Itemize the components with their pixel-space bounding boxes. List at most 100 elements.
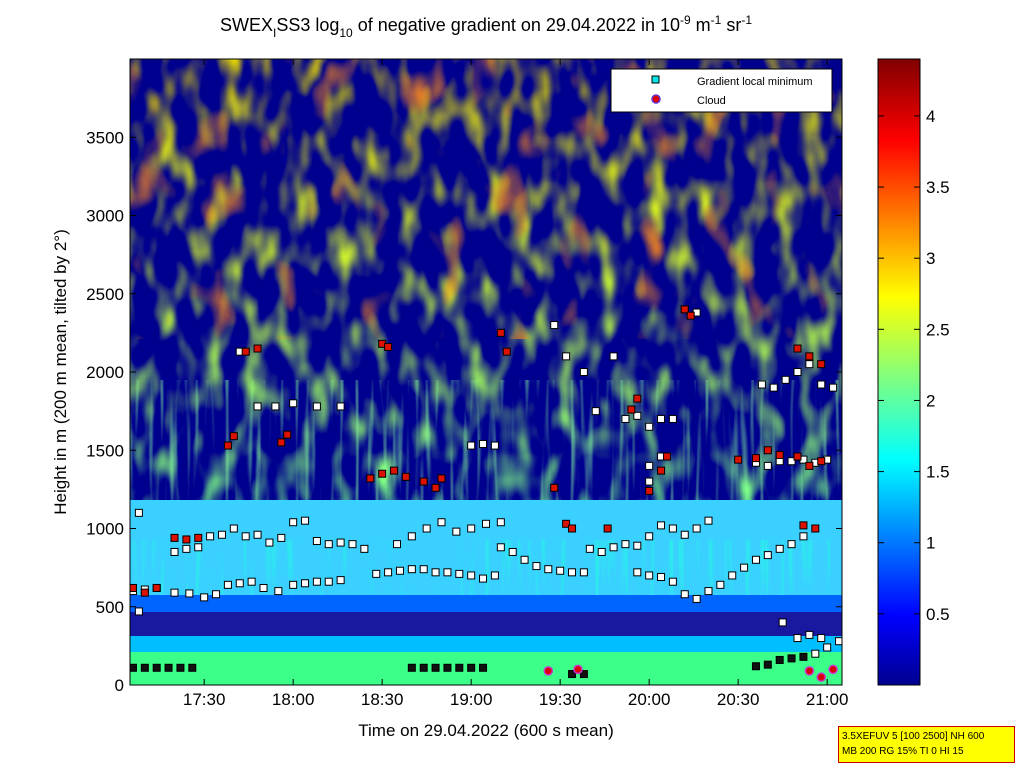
gradient-minimum-point — [360, 544, 369, 553]
cloud-point — [277, 438, 286, 447]
gradient-minimum-point — [395, 566, 404, 575]
gradient-minimum-point — [775, 655, 784, 664]
gradient-minimum-point — [568, 568, 577, 577]
gradient-minimum-point — [680, 530, 689, 539]
gradient-minimum-point — [829, 383, 838, 392]
colorbar-gradient — [877, 58, 921, 686]
cloud-point — [502, 347, 511, 356]
cloud-point — [573, 664, 583, 675]
y-tick-label: 500 — [96, 598, 124, 617]
gradient-minimum-point — [817, 634, 826, 643]
gradient-minimum-point — [455, 663, 464, 672]
cloud-point — [384, 342, 393, 351]
gradient-minimum-point — [467, 524, 476, 533]
gradient-minimum-point — [645, 461, 654, 470]
cloud-point — [366, 474, 375, 483]
cloud-point — [437, 474, 446, 483]
y-tick-label: 2500 — [86, 285, 124, 304]
cloud-point — [793, 452, 802, 461]
gradient-minimum-point — [170, 588, 179, 597]
gradient-minimum-point — [775, 544, 784, 553]
gradient-minimum-point — [164, 663, 173, 672]
cloud-point — [751, 454, 760, 463]
gradient-minimum-point — [508, 547, 517, 556]
gradient-minimum-point — [657, 414, 666, 423]
info-line-1: 3.5XEFUV 5 [100 2500] NH 600 — [842, 731, 985, 742]
gradient-minimum-point — [176, 663, 185, 672]
gradient-minimum-point — [134, 607, 143, 616]
cloud-point — [431, 483, 440, 492]
gradient-minimum-point — [253, 530, 262, 539]
gradient-minimum-point — [609, 543, 618, 552]
x-ticks: 17:30 18:00 18:30 19:00 19:30 20:00 20:30 21:00 — [183, 59, 849, 709]
gradient-minimum-point — [805, 630, 814, 639]
gradient-minimum-point — [437, 518, 446, 527]
cloud-point — [253, 344, 262, 353]
gradient-minimum-point — [633, 411, 642, 420]
gradient-minimum-point — [532, 562, 541, 571]
cloud-point — [496, 328, 505, 337]
cloud-point — [645, 486, 654, 495]
gradient-minimum-point — [823, 643, 832, 652]
gradient-minimum-point — [200, 593, 209, 602]
cloud-point — [627, 405, 636, 414]
gradient-minimum-point — [591, 407, 600, 416]
gradient-minimum-point — [443, 663, 452, 672]
gradient-minimum-point — [479, 663, 488, 672]
legend-box — [610, 68, 833, 113]
gradient-minimum-point — [645, 422, 654, 431]
gradient-minimum-point — [645, 477, 654, 486]
gradient-minimum-point — [490, 441, 499, 450]
cloud-point — [140, 588, 149, 597]
gradient-minimum-point — [312, 577, 321, 586]
gradient-minimum-point — [253, 402, 262, 411]
gradient-minimum-point — [455, 569, 464, 578]
gradient-minimum-point — [312, 537, 321, 546]
cloud-point — [799, 521, 808, 530]
x-tick-label: 20:00 — [628, 690, 671, 709]
y-tick-label: 0 — [115, 676, 124, 695]
gradient-minimum-point — [716, 580, 725, 589]
gradient-minimum-point — [393, 540, 401, 549]
gradient-minimum-point — [467, 571, 476, 580]
gradient-minimum-point — [585, 544, 594, 553]
y-tick-label: 3000 — [86, 207, 124, 226]
colorbar: 0.5 1 1.5 2 2.5 3 3.5 4 — [877, 58, 950, 686]
gradient-minimum-point — [422, 524, 431, 533]
cloud-point — [241, 347, 250, 356]
cloud-point — [804, 666, 815, 676]
gradient-minimum-point — [787, 654, 796, 663]
cloud-point — [680, 305, 689, 314]
x-tick-label: 18:00 — [272, 690, 315, 709]
cloud-point — [633, 394, 642, 403]
gradient-minimum-point — [443, 568, 452, 577]
gradient-minimum-point — [568, 670, 577, 679]
gradient-minimum-point — [751, 555, 760, 564]
gradient-minimum-point — [763, 551, 772, 560]
gradient-minimum-point — [781, 375, 790, 384]
cloud-point — [811, 524, 820, 533]
cloud-point — [686, 311, 695, 320]
cloud-point — [223, 441, 232, 450]
gradient-minimum-point — [479, 439, 488, 448]
gradient-minimum-point — [336, 576, 345, 585]
gradient-minimum-point — [301, 516, 310, 525]
gradient-minimum-point — [419, 663, 428, 672]
gradient-minimum-point — [271, 402, 280, 411]
y-axis-label: Height in m (200 m mean, tilted by 2°) — [51, 229, 70, 515]
cloud-point — [401, 472, 410, 481]
gradient-minimum-point — [579, 670, 588, 679]
gradient-minimum-point — [751, 662, 760, 671]
gradient-minimum-point — [763, 461, 772, 470]
colorbar-tick-label: 3 — [926, 249, 935, 268]
gradient-minimum-point — [668, 414, 677, 423]
gradient-minimum-point — [633, 568, 642, 577]
x-tick-label: 21:00 — [806, 690, 849, 709]
gradient-minimum-point — [835, 637, 842, 646]
gradient-minimum-point — [757, 380, 766, 389]
gradient-minimum-point — [407, 532, 416, 541]
cloud-point — [817, 360, 826, 369]
gradient-minimum-point — [479, 574, 488, 583]
gradient-minimum-point — [407, 565, 416, 574]
legend-marker-cloud — [651, 94, 661, 104]
